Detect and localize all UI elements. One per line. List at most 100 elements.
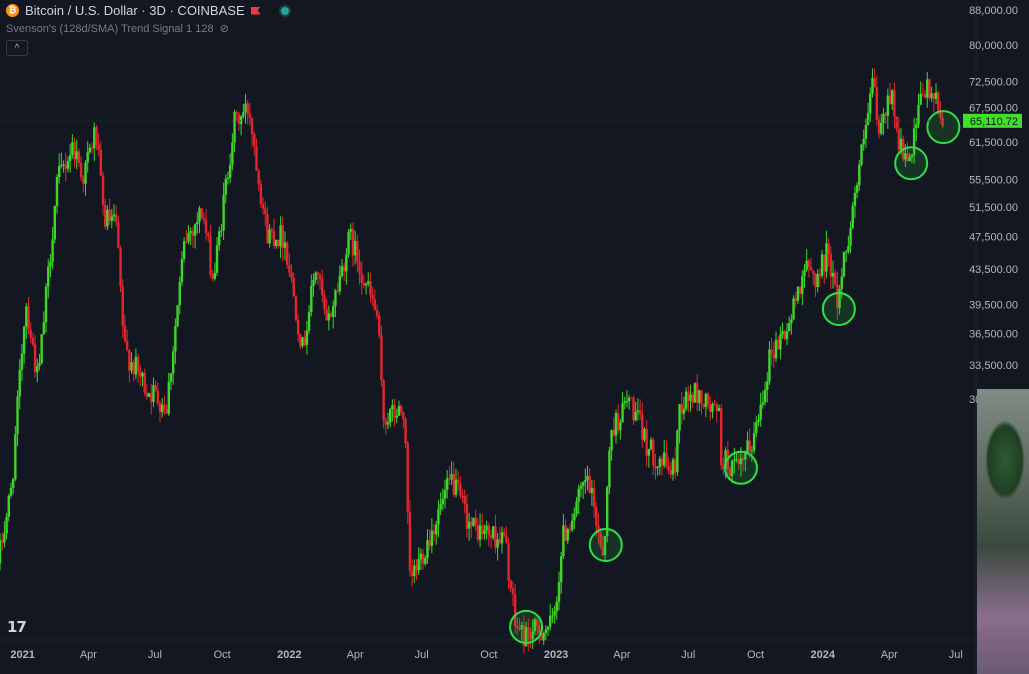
candle-body — [47, 266, 50, 287]
candle-body — [388, 409, 392, 423]
candle-body — [395, 415, 398, 418]
candle-body — [673, 459, 677, 473]
candle-body — [334, 290, 337, 307]
collapse-legend-button[interactable]: ^ — [6, 40, 28, 56]
candle-body — [112, 214, 116, 217]
candle-body — [154, 385, 157, 391]
candle-body — [851, 205, 854, 228]
candle-body — [634, 412, 637, 421]
candle-body — [114, 214, 118, 223]
candle-body — [483, 530, 486, 534]
candle-body — [285, 242, 289, 265]
candlestick-series — [0, 68, 944, 654]
candle-body — [516, 626, 519, 629]
candle-body — [321, 278, 324, 296]
candle-body — [121, 286, 124, 326]
chart-header: ₿ Bitcoin / U.S. Dollar · 3D · COINBASE — [6, 3, 289, 18]
candle-body — [467, 521, 471, 529]
eye-hidden-icon[interactable]: ⊘ — [219, 23, 229, 35]
candle-body — [792, 298, 795, 320]
candle-body — [678, 404, 681, 431]
candle-body — [779, 334, 782, 350]
candle-body — [53, 206, 57, 240]
candle-body — [14, 434, 17, 480]
candle-body — [542, 632, 545, 641]
candle-body — [60, 164, 63, 166]
price-tick-label: 55,500.00 — [969, 174, 1018, 186]
candle-body — [7, 495, 10, 517]
signal-circle — [588, 528, 623, 563]
candle-body — [9, 487, 13, 496]
candle-body — [323, 295, 326, 310]
candle-body — [932, 93, 936, 100]
candle-body — [814, 274, 817, 288]
candle-body — [207, 233, 210, 237]
flag-icon[interactable] — [250, 6, 261, 15]
candle-body — [509, 580, 512, 589]
candle-body — [327, 313, 331, 321]
candle-body — [937, 92, 940, 111]
candle-body — [167, 381, 170, 414]
candle-body — [292, 277, 295, 297]
candle-body — [237, 113, 241, 125]
candle-body — [40, 334, 43, 364]
candle-body — [417, 559, 420, 571]
candle-body — [165, 409, 168, 414]
candle-body — [373, 299, 377, 310]
candle-body — [687, 391, 690, 401]
candle-body — [744, 452, 747, 460]
candle-body — [577, 488, 580, 502]
candle-body — [638, 410, 642, 415]
candle-body — [513, 594, 517, 627]
candle-body — [277, 239, 280, 247]
candle-body — [934, 92, 938, 100]
candle-body — [555, 601, 559, 612]
market-status-icon[interactable] — [280, 6, 289, 15]
candle-body — [244, 103, 247, 113]
price-tick-label: 47,500.00 — [969, 232, 1018, 244]
candle-body — [899, 138, 903, 150]
time-tick-label: 2023 — [544, 649, 568, 661]
candle-body — [200, 208, 203, 218]
candle-body — [136, 356, 140, 372]
candle-body — [702, 403, 705, 407]
candle-body — [406, 443, 409, 512]
candle-body — [421, 553, 425, 564]
candle-body — [825, 243, 828, 272]
tradingview-logo-icon[interactable]: 17 — [7, 618, 27, 636]
candle-body — [55, 177, 59, 207]
candle-body — [540, 633, 543, 641]
candle-body — [338, 275, 341, 292]
candle-body — [38, 363, 41, 367]
candle-body — [915, 124, 918, 129]
candle-body — [119, 247, 122, 287]
candle-body — [5, 516, 8, 534]
candle-body — [128, 349, 131, 371]
candle-body — [202, 217, 206, 221]
candle-body — [625, 401, 629, 403]
candle-body — [84, 162, 87, 184]
candle-body — [888, 95, 892, 105]
candle-body — [3, 533, 6, 543]
candle-body — [923, 94, 927, 98]
candle-body — [224, 178, 227, 196]
candle-body — [930, 93, 933, 99]
candle-body — [90, 147, 94, 149]
time-tick-label: Oct — [480, 649, 497, 661]
candle-body — [428, 540, 431, 547]
symbol-title[interactable]: Bitcoin / U.S. Dollar · 3D · COINBASE — [25, 3, 245, 18]
indicator-label[interactable]: Svenson's (128d/SMA) Trend Signal 1 128 — [6, 22, 214, 35]
candle-body — [132, 362, 135, 375]
candle-body — [763, 389, 767, 403]
candle-body — [864, 124, 868, 140]
candle-body — [161, 404, 164, 413]
candle-body — [296, 319, 300, 335]
candle-body — [415, 565, 418, 571]
candle-body — [487, 525, 491, 536]
candle-body — [384, 420, 388, 425]
candle-body — [253, 134, 256, 147]
candle-body — [511, 588, 515, 595]
candle-body — [0, 540, 2, 564]
candle-body — [182, 241, 186, 259]
